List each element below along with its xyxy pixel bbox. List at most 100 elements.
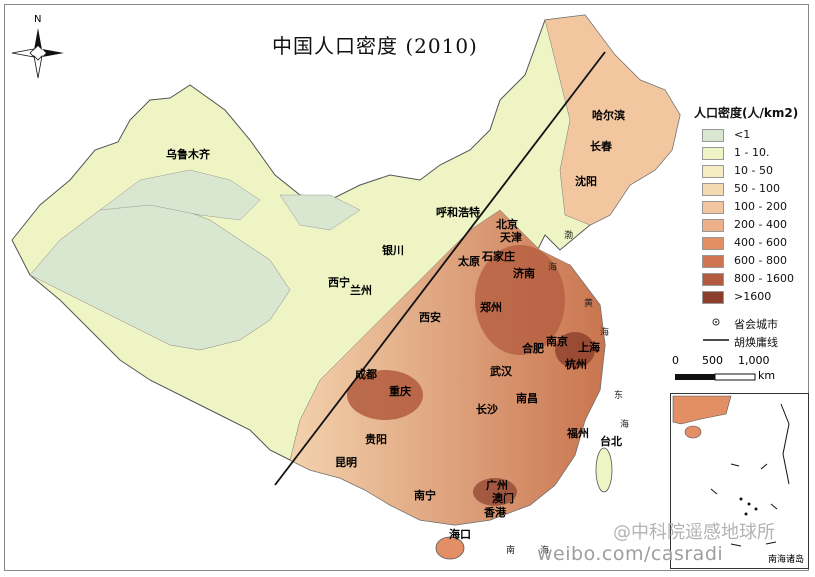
- city-label: 西宁: [328, 276, 350, 289]
- legend-item: 50 - 100: [694, 181, 809, 199]
- city-label: 澳门: [492, 492, 514, 505]
- north-arrow-icon: [11, 28, 64, 79]
- legend-swatch: [702, 129, 724, 142]
- city-label: 北京: [496, 218, 518, 231]
- city-label: 广州: [486, 479, 508, 492]
- north-label: N: [34, 14, 42, 25]
- city-label: 乌鲁木齐: [166, 148, 210, 161]
- legend-item: >1600: [694, 289, 809, 307]
- legend-swatch: [702, 201, 724, 214]
- legend-item: 200 - 400: [694, 217, 809, 235]
- legend-label: 10 - 50: [734, 164, 773, 177]
- yangtze-delta: [555, 332, 595, 368]
- legend-item: 1 - 10.: [694, 145, 809, 163]
- city-label: 济南: [513, 267, 535, 280]
- sea-label: 海: [548, 263, 558, 273]
- legend-swatch: [702, 237, 724, 250]
- legend-line-label: 胡焕庸线: [734, 336, 778, 349]
- xinjiang-basin: [99, 169, 261, 221]
- legend-label: 50 - 100: [734, 182, 780, 195]
- capital-symbol-dot: [715, 321, 717, 323]
- city-label: 成都: [355, 368, 377, 381]
- legend-label: 400 - 600: [734, 236, 787, 249]
- city-label: 石家庄: [482, 250, 515, 263]
- sea-label: 海: [620, 420, 630, 430]
- legend-swatch: [702, 291, 724, 304]
- city-label: 呼和浩特: [436, 206, 480, 219]
- city-label: 福州: [567, 427, 589, 440]
- inset-label: 南海诸岛: [767, 555, 804, 565]
- legend-capital-label: 省会城市: [734, 318, 778, 331]
- legend-label: 1 - 10.: [734, 146, 770, 159]
- city-label: 天津: [500, 231, 522, 244]
- sea-label: 海: [600, 328, 610, 338]
- inset-map: [672, 395, 790, 547]
- city-label: 海口: [449, 528, 471, 541]
- legend-swatch: [702, 273, 724, 286]
- legend-swatch: [702, 255, 724, 268]
- legend-item: 800 - 1600: [694, 271, 809, 289]
- scale-labels: 0 500 1,000 km: [672, 354, 776, 384]
- city-label: 哈尔滨: [592, 109, 625, 122]
- legend-swatch: [702, 165, 724, 178]
- scale-tick-1: 500: [702, 354, 723, 367]
- legend-label: <1: [734, 128, 751, 141]
- city-label: 兰州: [350, 284, 372, 297]
- city-label: 西安: [419, 311, 441, 324]
- city-label: 香港: [484, 506, 506, 519]
- scale-tick-0: 0: [672, 354, 679, 367]
- city-label: 长春: [590, 140, 612, 153]
- sea-label: 黄: [584, 299, 594, 309]
- legend-item: 100 - 200: [694, 199, 809, 217]
- sichuan-basin: [347, 370, 423, 420]
- legend: 人口密度(人/km2) <1 1 - 10. 10 - 50 50 - 100 100 …: [694, 104, 809, 349]
- legend-swatch: [702, 219, 724, 232]
- legend-title: 人口密度(人/km2): [694, 106, 799, 120]
- city-label: 太原: [458, 255, 480, 268]
- legend-label: 200 - 400: [734, 218, 787, 231]
- south-china-sea-inset: 南海诸岛: [670, 393, 809, 569]
- sea-label: 渤: [564, 231, 574, 241]
- watermark-handle: @中科院遥感地球所: [613, 522, 775, 543]
- city-label: 杭州: [565, 358, 587, 371]
- legend-items: <1 1 - 10. 10 - 50 50 - 100 100 - 200 200 - 4…: [694, 127, 809, 307]
- legend-label: 800 - 1600: [734, 272, 794, 285]
- city-label: 合肥: [522, 342, 544, 355]
- city-label: 贵阳: [365, 433, 387, 446]
- city-label: 上海: [578, 341, 600, 354]
- scale-tick-2: 1,000: [738, 354, 770, 367]
- northeast-region: [544, 14, 681, 226]
- city-label: 沈阳: [575, 175, 597, 188]
- sea-label: 东: [614, 391, 624, 401]
- city-label: 南昌: [516, 392, 538, 405]
- legend-swatch: [702, 183, 724, 196]
- city-label: 台北: [600, 435, 622, 448]
- map-title: 中国人口密度 (2010): [272, 34, 478, 58]
- city-label: 武汉: [490, 365, 512, 378]
- inner-mongolia-gray: [279, 194, 361, 231]
- legend-swatch: [702, 147, 724, 160]
- scale-unit: km: [758, 369, 776, 382]
- map-frame: [4, 4, 809, 571]
- watermark-url: weibo.com/casradi: [537, 543, 724, 565]
- taiwan-island: [595, 447, 613, 493]
- city-label: 南京: [546, 335, 568, 348]
- city-label: 南宁: [414, 489, 436, 502]
- city-label: 郑州: [480, 301, 502, 314]
- legend-item: 600 - 800: [694, 253, 809, 271]
- city-label: 昆明: [335, 456, 357, 469]
- sea-label: 海: [540, 546, 550, 556]
- hainan-island: [435, 536, 465, 560]
- sea-label: 南: [506, 546, 516, 556]
- legend-item: 400 - 600: [694, 235, 809, 253]
- city-label: 长沙: [476, 403, 498, 416]
- legend-label: 600 - 800: [734, 254, 787, 267]
- city-label: 银川: [382, 244, 404, 257]
- legend-label: >1600: [734, 290, 772, 303]
- pearl-delta: [473, 478, 517, 506]
- scale-bar: [675, 373, 756, 381]
- hu-huanyong-line: [274, 51, 606, 486]
- city-label: 重庆: [389, 385, 411, 398]
- legend-label: 100 - 200: [734, 200, 787, 213]
